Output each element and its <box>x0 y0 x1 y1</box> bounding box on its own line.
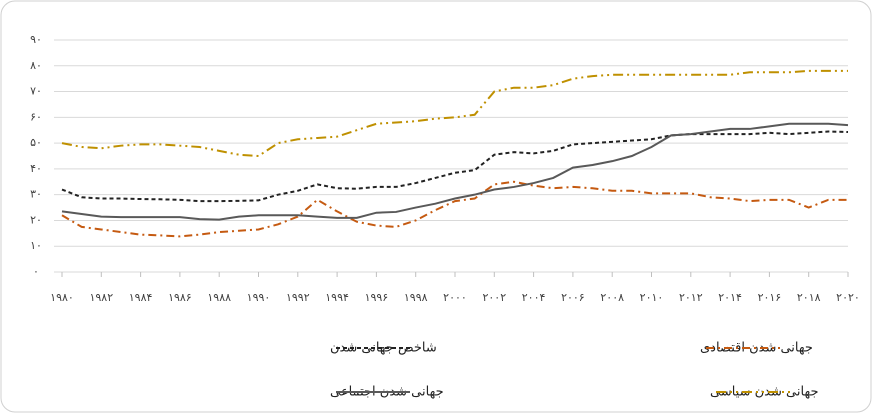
legend-label: جهانی شدن اقتصادی <box>700 341 813 356</box>
y-tick-label: ۴۰ <box>30 162 42 175</box>
x-tick-label: ۲۰۱۴ <box>718 291 742 304</box>
series-line <box>61 69 848 158</box>
y-tick-label: ۸۰ <box>30 59 42 72</box>
x-tick-label: ۱۹۸۲ <box>89 291 113 304</box>
x-tick-label: ۲۰۱۲ <box>679 291 703 304</box>
x-tick-label: ۱۹۸۸ <box>207 291 231 304</box>
x-tick-label: ۱۹۹۰ <box>247 291 271 304</box>
x-tick-label: ۲۰۲۰ <box>836 291 860 304</box>
y-tick-label: ۱۰ <box>30 239 42 252</box>
series-line <box>61 122 849 221</box>
y-tick-label: ۰ <box>33 265 39 278</box>
series-line <box>61 180 848 238</box>
x-tick-label: ۱۹۹۸ <box>404 291 428 304</box>
x-tick-label: ۲۰۱۰ <box>640 291 664 304</box>
legend-label: جهانی شدن سیاسی <box>710 385 818 400</box>
x-tick-label: ۱۹۹۴ <box>325 291 349 304</box>
x-tick-label: ۲۰۰۶ <box>561 291 585 304</box>
x-tick-label: ۱۹۹۶ <box>365 291 389 304</box>
y-tick-label: ۵۰ <box>30 136 42 149</box>
legend-label: شاخص جهانی شدن <box>330 341 437 356</box>
x-tick-label: ۲۰۰۰ <box>443 291 467 304</box>
x-tick-label: ۲۰۰۸ <box>600 291 624 304</box>
y-tick-label: ۷۰ <box>30 85 42 98</box>
x-tick-label: ۱۹۸۶ <box>168 291 192 304</box>
x-tick-label: ۲۰۰۲ <box>482 291 506 304</box>
x-tick-label: ۲۰۱۶ <box>758 291 782 304</box>
x-tick-label: ۲۰۰۴ <box>522 291 546 304</box>
y-tick-label: ۳۰ <box>30 188 42 201</box>
series-line <box>61 130 849 203</box>
y-tick-label: ۶۰ <box>30 110 42 123</box>
x-tick-label: ۱۹۸۴ <box>129 291 153 304</box>
x-tick-label: ۱۹۸۰ <box>50 291 74 304</box>
y-tick-label: ۲۰ <box>30 213 42 226</box>
x-tick-label: ۱۹۹۲ <box>286 291 310 304</box>
x-tick-label: ۲۰۱۸ <box>797 291 821 304</box>
y-tick-label: ۹۰ <box>30 33 42 46</box>
